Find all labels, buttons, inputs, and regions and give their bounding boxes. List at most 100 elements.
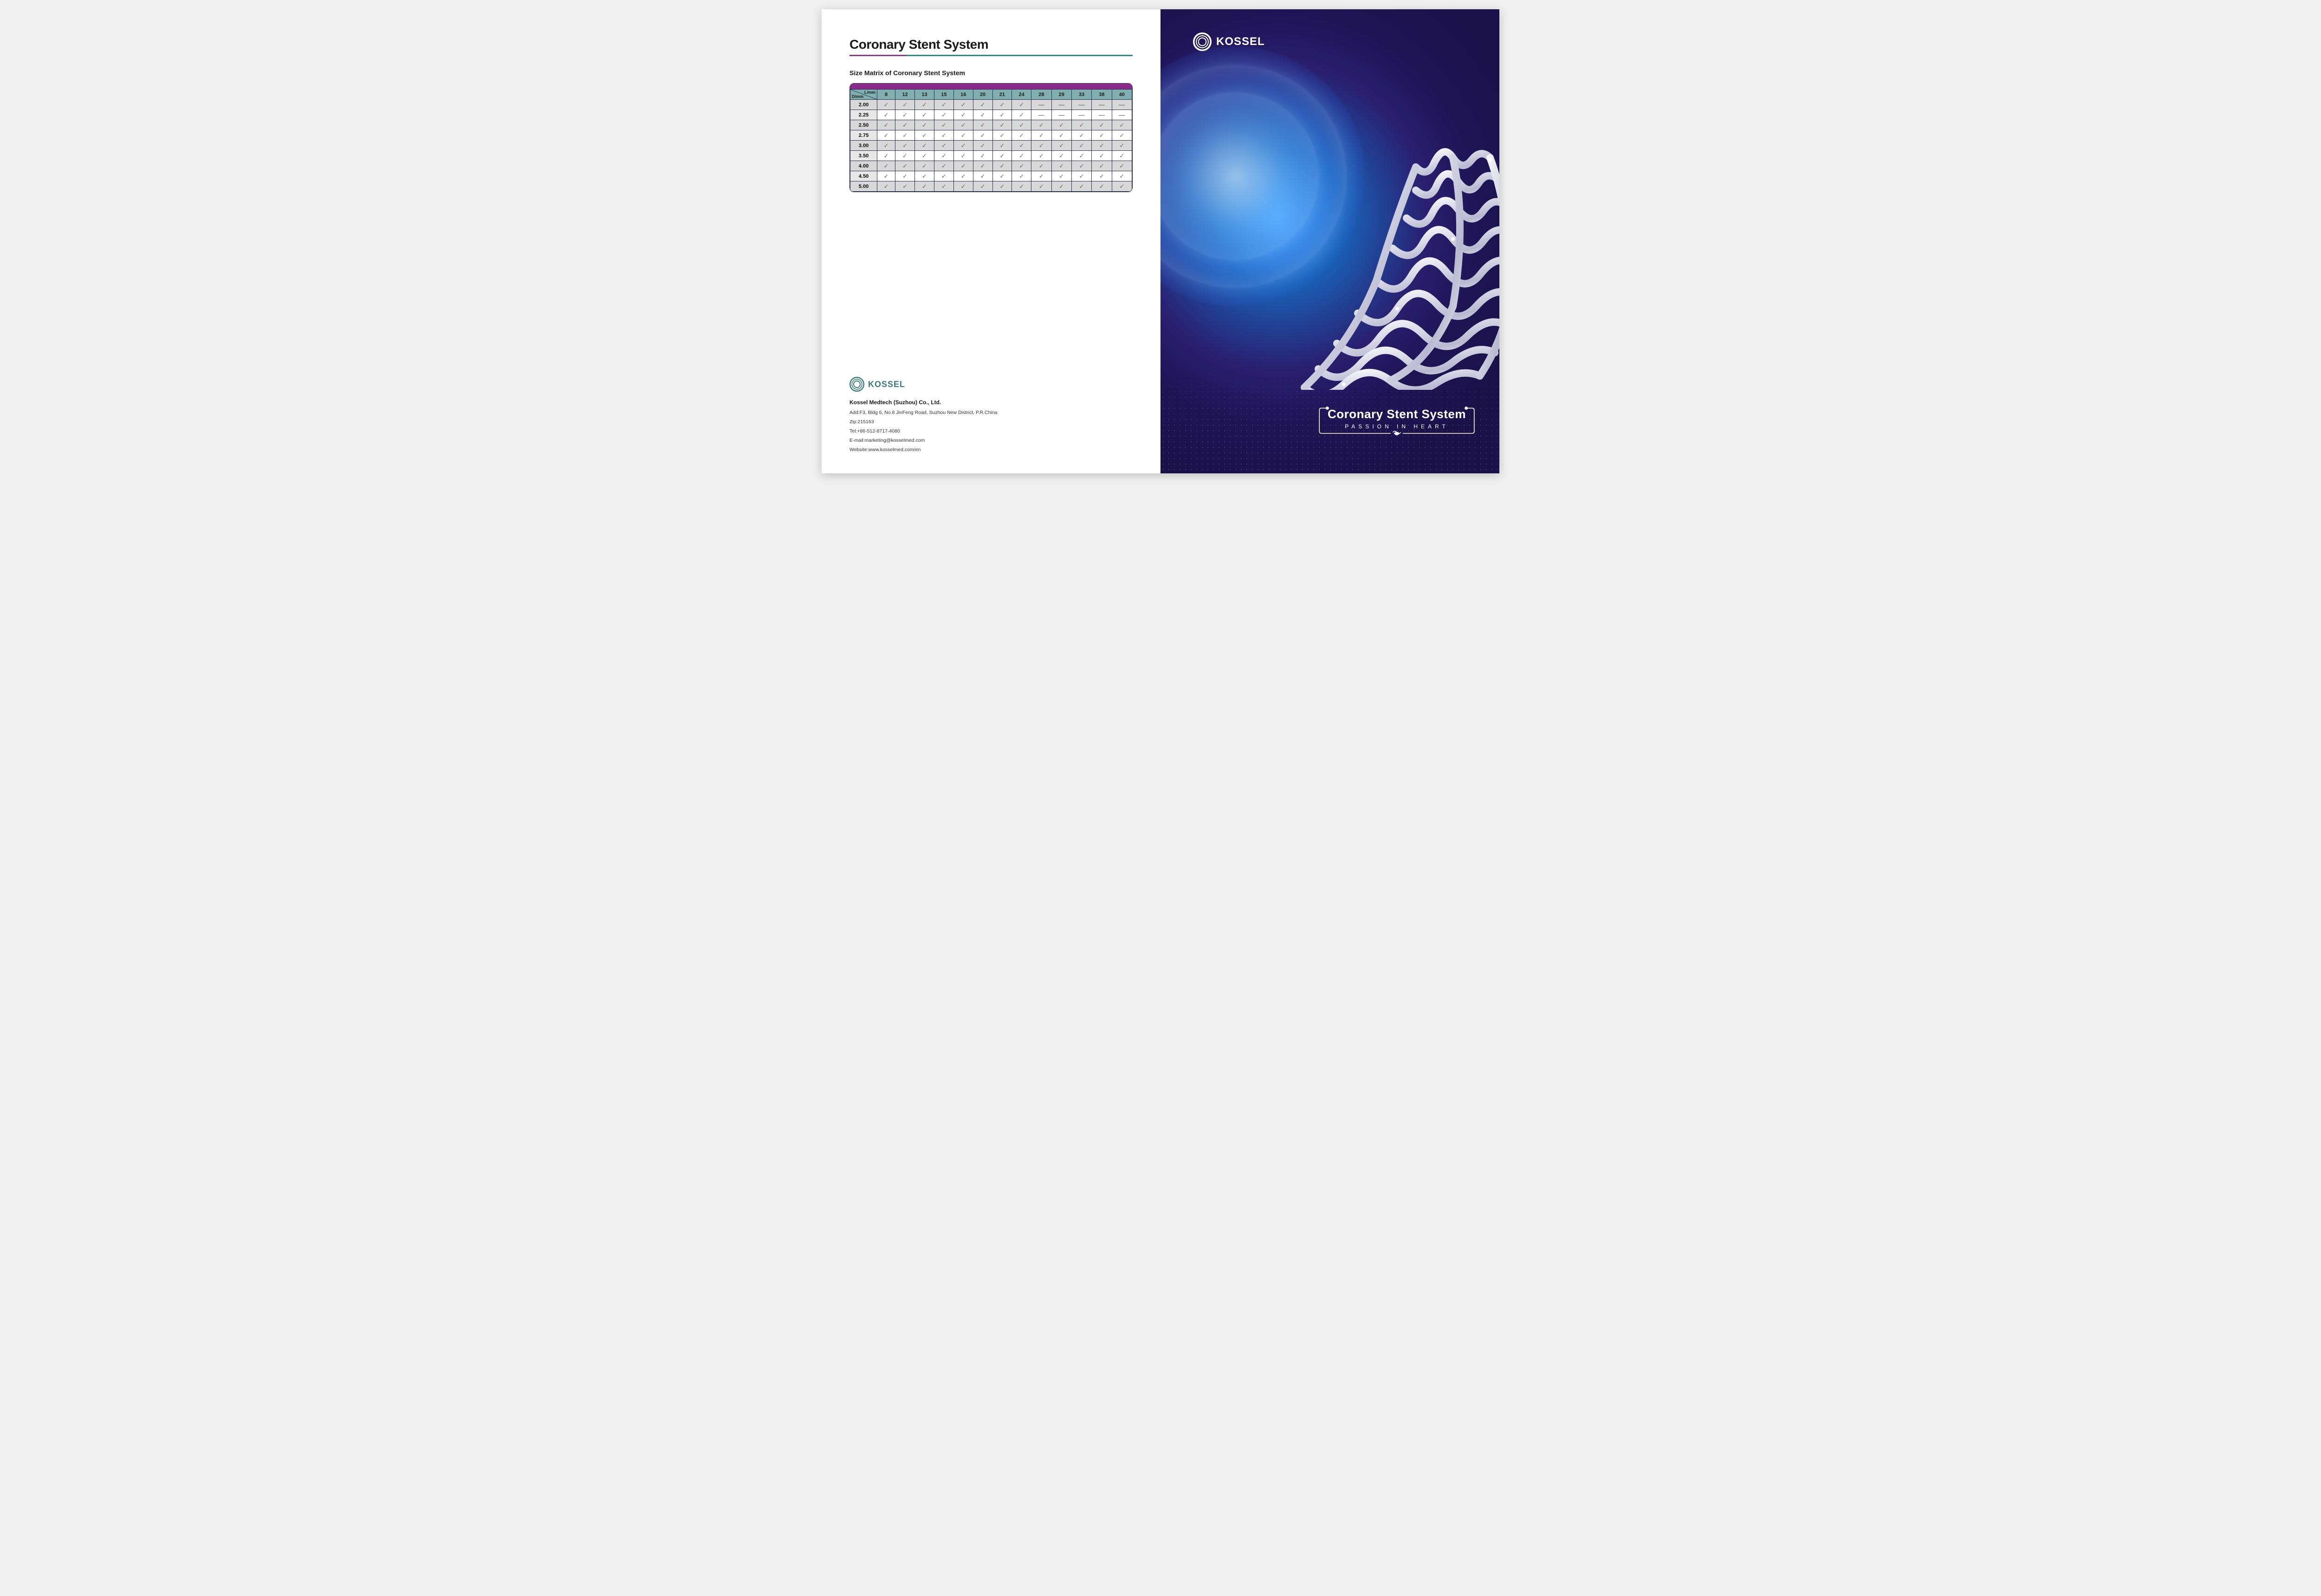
- matrix-cell: ✓: [1051, 130, 1071, 141]
- matrix-cell: ✓: [1012, 100, 1031, 110]
- matrix-cell: ✓: [895, 110, 915, 120]
- product-title: Coronary Stent System: [1328, 407, 1466, 421]
- footer-logo-text: KOSSEL: [868, 380, 905, 389]
- table-row: 2.50✓✓✓✓✓✓✓✓✓✓✓✓✓: [850, 120, 1132, 130]
- matrix-cell: ✓: [1092, 161, 1112, 171]
- matrix-cell: —: [1112, 110, 1132, 120]
- matrix-cell: ✓: [877, 161, 895, 171]
- page-title: Coronary Stent System: [849, 37, 1133, 52]
- matrix-cell: ✓: [973, 181, 992, 192]
- page-right: KOSSEL: [1160, 9, 1499, 473]
- column-header: 12: [895, 90, 915, 100]
- matrix-cell: ✓: [1051, 181, 1071, 192]
- matrix-cell: ✓: [934, 110, 953, 120]
- matrix-cell: ✓: [1031, 161, 1051, 171]
- row-header: 3.50: [850, 151, 877, 161]
- company-website: Website:www.kosselmed.com/en: [849, 446, 1133, 455]
- matrix-cell: ✓: [1112, 130, 1132, 141]
- column-header: 21: [992, 90, 1012, 100]
- matrix-cell: ✓: [895, 130, 915, 141]
- matrix-cell: ✓: [1092, 141, 1112, 151]
- matrix-cell: ✓: [953, 130, 973, 141]
- matrix-cell: ✓: [877, 120, 895, 130]
- matrix-cell: ✓: [1112, 151, 1132, 161]
- matrix-cell: ✓: [973, 171, 992, 181]
- matrix-cell: ✓: [1071, 181, 1091, 192]
- matrix-cell: ✓: [992, 130, 1012, 141]
- row-header: 3.00: [850, 141, 877, 151]
- matrix-cell: ✓: [973, 120, 992, 130]
- matrix-cell: ✓: [992, 151, 1012, 161]
- matrix-cell: ✓: [1051, 141, 1071, 151]
- matrix-cell: ✓: [915, 100, 934, 110]
- column-header: 20: [973, 90, 992, 100]
- matrix-cell: ✓: [895, 151, 915, 161]
- matrix-subtitle: Size Matrix of Coronary Stent System: [849, 69, 1133, 77]
- matrix-cell: ✓: [992, 110, 1012, 120]
- footer-logo: KOSSEL: [849, 377, 1133, 392]
- stent-graphic: [1258, 130, 1499, 390]
- matrix-cell: ✓: [953, 120, 973, 130]
- matrix-cell: ✓: [877, 151, 895, 161]
- row-header: 5.00: [850, 181, 877, 192]
- matrix-cell: ✓: [1092, 181, 1112, 192]
- matrix-cell: ✓: [1012, 130, 1031, 141]
- table-row: 2.25✓✓✓✓✓✓✓✓—————: [850, 110, 1132, 120]
- matrix-cell: ✓: [1031, 171, 1051, 181]
- matrix-cell: ✓: [973, 130, 992, 141]
- matrix-cell: ✓: [1092, 130, 1112, 141]
- matrix-cell: ✓: [1051, 161, 1071, 171]
- matrix-cell: ✓: [953, 110, 973, 120]
- matrix-cell: ✓: [1031, 120, 1051, 130]
- matrix-cell: ✓: [992, 141, 1012, 151]
- row-header: 4.00: [850, 161, 877, 171]
- matrix-cell: ✓: [877, 141, 895, 151]
- corner-bottom-label: D/mm: [852, 94, 863, 99]
- matrix-cell: ✓: [992, 100, 1012, 110]
- table-row: 4.00✓✓✓✓✓✓✓✓✓✓✓✓✓: [850, 161, 1132, 171]
- matrix-cell: —: [1071, 100, 1091, 110]
- matrix-cell: ✓: [934, 181, 953, 192]
- matrix-cell: ✓: [953, 141, 973, 151]
- matrix-cell: ✓: [1051, 171, 1071, 181]
- matrix-cell: ✓: [992, 120, 1012, 130]
- matrix-cell: ✓: [934, 151, 953, 161]
- table-header-row: L/mm D/mm 8121315162021242829333840: [850, 90, 1132, 100]
- matrix-cell: —: [1071, 110, 1091, 120]
- size-matrix: L/mm D/mm 8121315162021242829333840 2.00…: [849, 83, 1133, 192]
- matrix-cell: ✓: [877, 171, 895, 181]
- matrix-cell: ✓: [1071, 141, 1091, 151]
- matrix-cell: —: [1051, 110, 1071, 120]
- matrix-cell: ✓: [992, 161, 1012, 171]
- company-name: Kossel Medtech (Suzhou) Co., Ltd.: [849, 399, 1133, 406]
- matrix-cell: ✓: [1112, 161, 1132, 171]
- matrix-topbar: [850, 84, 1132, 89]
- column-header: 24: [1012, 90, 1031, 100]
- matrix-cell: ✓: [1012, 171, 1031, 181]
- matrix-cell: ✓: [973, 161, 992, 171]
- matrix-cell: —: [1092, 110, 1112, 120]
- matrix-cell: —: [1112, 100, 1132, 110]
- matrix-cell: ✓: [953, 171, 973, 181]
- matrix-cell: ✓: [1012, 120, 1031, 130]
- matrix-cell: ✓: [973, 100, 992, 110]
- matrix-cell: ✓: [1051, 151, 1071, 161]
- table-row: 4.50✓✓✓✓✓✓✓✓✓✓✓✓✓: [850, 171, 1132, 181]
- column-header: 13: [915, 90, 934, 100]
- matrix-cell: ✓: [895, 161, 915, 171]
- brochure-spread: Coronary Stent System Size Matrix of Cor…: [822, 9, 1499, 473]
- column-header: 33: [1071, 90, 1091, 100]
- matrix-cell: ✓: [877, 130, 895, 141]
- matrix-cell: ✓: [1051, 120, 1071, 130]
- cover-logo-text: KOSSEL: [1216, 35, 1265, 48]
- corner-cell: L/mm D/mm: [850, 90, 877, 100]
- matrix-cell: ✓: [915, 181, 934, 192]
- column-header: 16: [953, 90, 973, 100]
- table-row: 3.50✓✓✓✓✓✓✓✓✓✓✓✓✓: [850, 151, 1132, 161]
- matrix-cell: ✓: [1112, 181, 1132, 192]
- matrix-cell: ✓: [1031, 181, 1051, 192]
- matrix-cell: ✓: [877, 181, 895, 192]
- matrix-cell: ✓: [895, 100, 915, 110]
- row-header: 2.25: [850, 110, 877, 120]
- row-header: 4.50: [850, 171, 877, 181]
